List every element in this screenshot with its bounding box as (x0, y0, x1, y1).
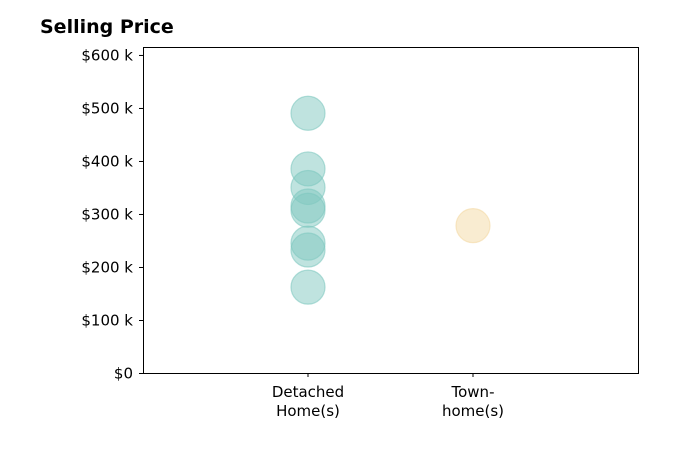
y-tick-label: $400 k (81, 152, 133, 170)
chart-title: Selling Price (40, 16, 174, 38)
data-point (290, 192, 326, 228)
data-point (290, 232, 326, 268)
y-tick-label: $0 (114, 365, 133, 383)
data-point (290, 269, 326, 305)
data-point (455, 208, 491, 244)
x-tick-label: Town- (451, 383, 495, 401)
y-tick-label: $500 k (81, 99, 133, 117)
y-tick-label: $200 k (81, 258, 133, 276)
y-tick-label: $600 k (81, 46, 133, 64)
points-layer (290, 95, 491, 305)
y-tick-label: $100 k (81, 311, 133, 329)
y-axis: $0 $100 k $200 k $300 k $400 k $500 k $600 k (81, 46, 143, 383)
y-tick-label: $300 k (81, 205, 133, 223)
x-tick-label: home(s) (442, 402, 504, 420)
x-tick-label: Home(s) (276, 402, 340, 420)
x-tick-label: Detached (272, 383, 344, 401)
plot-frame (143, 47, 639, 374)
data-point (290, 95, 326, 131)
